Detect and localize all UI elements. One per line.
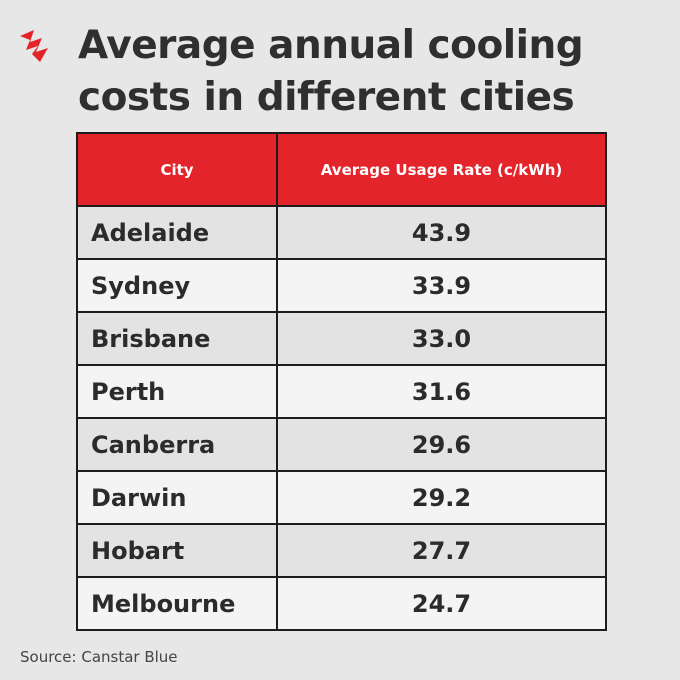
title: Average annual cooling costs in different…: [78, 20, 584, 124]
rate-cell: 24.7: [276, 576, 607, 631]
table-row: Perth 31.6: [76, 364, 607, 419]
city-cell: Adelaide: [76, 205, 278, 260]
rate-cell: 27.7: [276, 523, 607, 578]
city-cell: Melbourne: [76, 576, 278, 631]
table: City Average Usage Rate (c/kWh) Adelaide 43…: [76, 132, 607, 631]
city-cell: Perth: [76, 364, 278, 419]
rate-cell: 29.2: [276, 470, 607, 525]
table-body: Adelaide 43.9 Sydney 33.9 Brisbane 33.0 Perth 3…: [76, 205, 607, 631]
table-row: Hobart 27.7: [76, 523, 607, 578]
column-header: City: [76, 132, 278, 207]
rate-cell: 33.9: [276, 258, 607, 313]
table-row: Brisbane 33.0: [76, 311, 607, 366]
source: Source: Canstar Blue: [20, 648, 178, 666]
title-line: Average annual cooling: [78, 23, 584, 68]
city-cell: Darwin: [76, 470, 278, 525]
logo-mark: [20, 30, 48, 62]
table-row: Sydney 33.9: [76, 258, 607, 313]
header-row: City Average Usage Rate (c/kWh): [76, 132, 607, 207]
city-cell: Canberra: [76, 417, 278, 472]
city-cell: Sydney: [76, 258, 278, 313]
table-row: Melbourne 24.7: [76, 576, 607, 631]
logo: [20, 30, 48, 62]
rate-cell: 31.6: [276, 364, 607, 419]
rate-cell: 43.9: [276, 205, 607, 260]
table-row: Darwin 29.2: [76, 470, 607, 525]
rate-cell: 29.6: [276, 417, 607, 472]
title-line: costs in different cities: [78, 75, 575, 120]
table-row: Adelaide 43.9: [76, 205, 607, 260]
rate-cell: 33.0: [276, 311, 607, 366]
column-header: Average Usage Rate (c/kWh): [276, 132, 607, 207]
city-cell: Brisbane: [76, 311, 278, 366]
table-row: Canberra 29.6: [76, 417, 607, 472]
city-cell: Hobart: [76, 523, 278, 578]
